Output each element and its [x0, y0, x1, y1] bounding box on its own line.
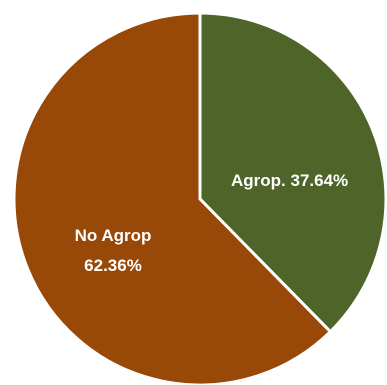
- slice-label-no-agrop-name: No Agrop: [75, 226, 152, 245]
- slices-layer: [12, 11, 387, 385]
- slice-label-agrop: Agrop. 37.64%: [231, 171, 348, 190]
- slice-label-no-agrop-percent: 62.36%: [84, 256, 142, 275]
- pie-slice-no-agrop: [12, 11, 332, 385]
- pie-slice-agrop: [198, 11, 387, 334]
- labels-layer: Agrop. 37.64% No Agrop 62.36%: [75, 171, 349, 275]
- agrop-label-key-swatch: [211, 173, 223, 185]
